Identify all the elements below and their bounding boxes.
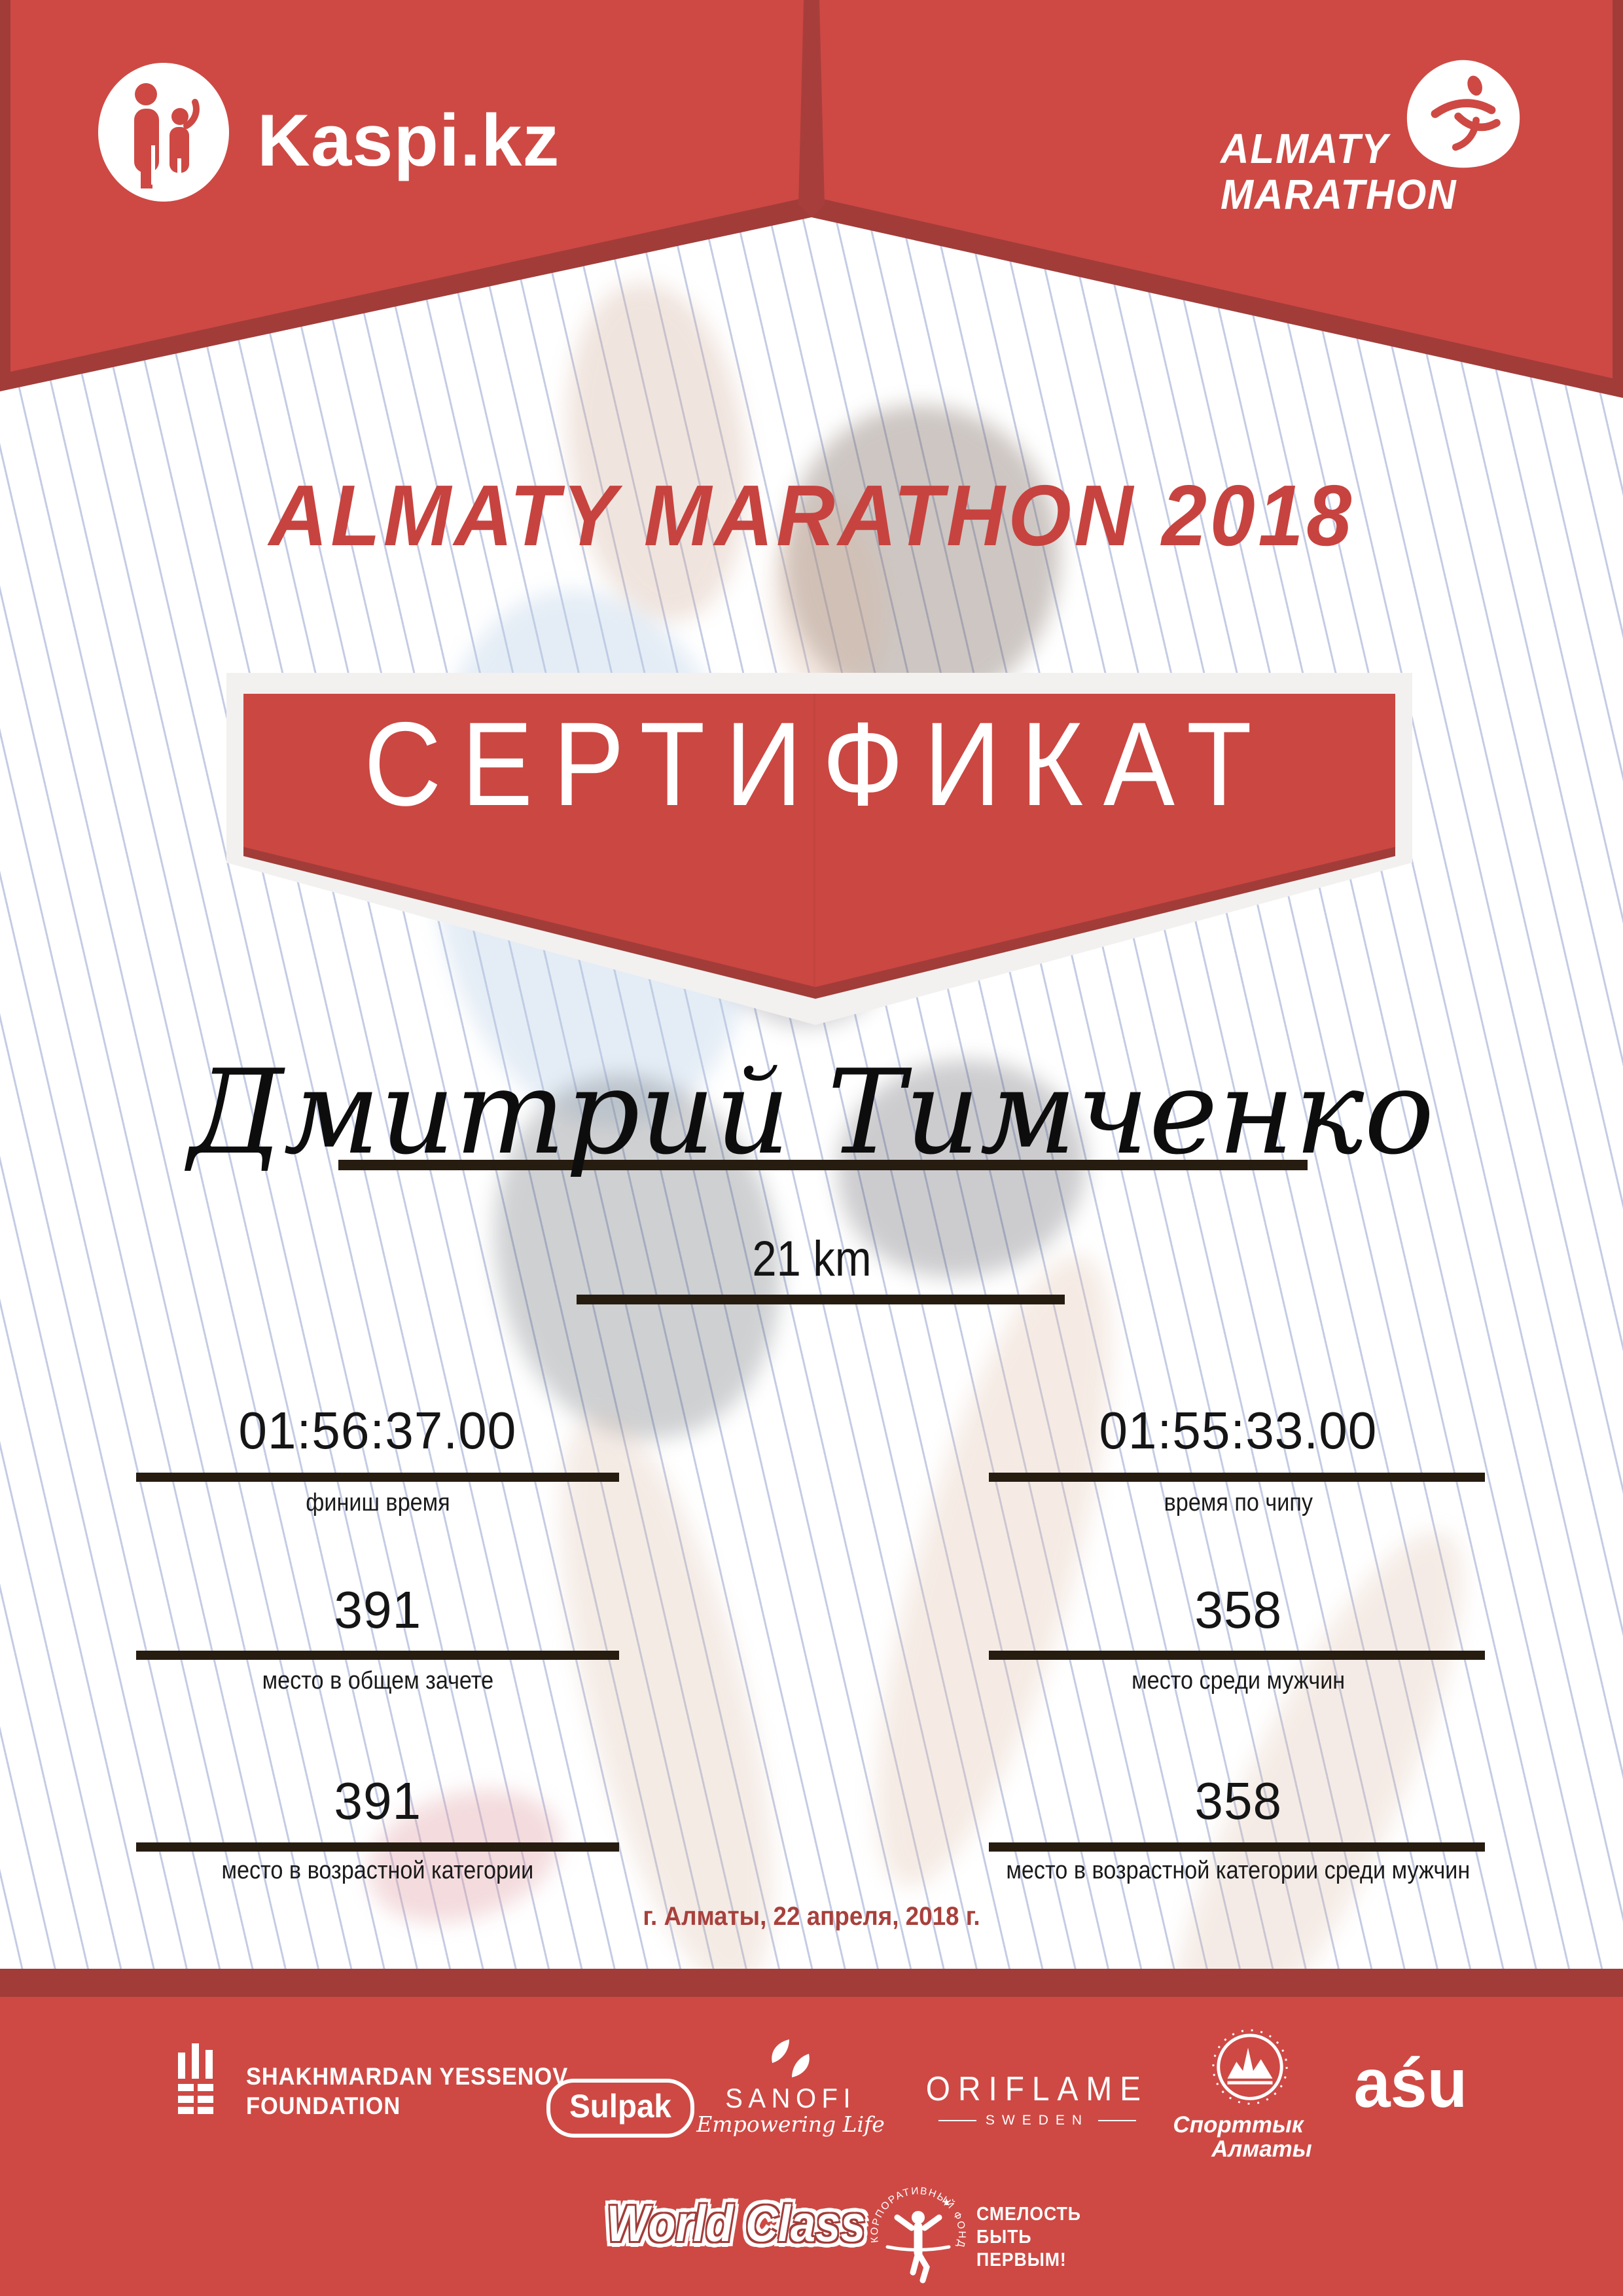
men-place-label: место среди мужчин bbox=[1131, 1667, 1346, 1695]
oriflame-left-rule bbox=[938, 2120, 976, 2121]
yessenov-foundation-wordmark: SHAKHMARDAN YESSENOV FOUNDATION bbox=[246, 2062, 592, 2121]
age-place-label: место в возрастной категории bbox=[221, 1857, 534, 1884]
overall-place-underline bbox=[136, 1651, 619, 1660]
oriflame-sweden-text: SWEDEN bbox=[985, 2113, 1090, 2128]
men-place-underline bbox=[989, 1651, 1485, 1660]
almaty-marathon-logo: ALMATY MARATHON bbox=[1221, 52, 1535, 223]
almaty-marathon-runner-icon bbox=[1399, 52, 1528, 177]
certificate-label: СЕРТИФИКАТ bbox=[364, 697, 1272, 831]
sanofi-tagline: Empowering Life bbox=[696, 2111, 885, 2137]
sport-almaty-wordmark: Спорттык Алматы bbox=[1171, 2113, 1329, 2161]
age-place-underline bbox=[136, 1842, 619, 1852]
yessenov-line2: FOUNDATION bbox=[246, 2092, 401, 2119]
header-center-fold bbox=[798, 0, 825, 217]
date-line: г. Алматы, 22 апреля, 2018 г. bbox=[643, 1902, 980, 1931]
oriflame-wordmark: ORIFLAME bbox=[925, 2070, 1149, 2108]
almaty-marathon-logo-line2: MARATHON bbox=[1221, 171, 1457, 218]
almaty-marathon-logo-line1: ALMATY bbox=[1221, 125, 1389, 172]
finish-time-value: 01:56:37.00 bbox=[238, 1401, 517, 1460]
distance-value: 21 km bbox=[751, 1231, 872, 1287]
age-men-place-underline bbox=[989, 1842, 1485, 1852]
men-place-value: 358 bbox=[1194, 1581, 1282, 1639]
kaspi-logo: Kaspi.kz bbox=[95, 60, 592, 204]
certificate-badge: СЕРТИФИКАТ bbox=[223, 666, 1414, 1046]
asu-logo: aśu bbox=[1353, 2045, 1467, 2122]
yessenov-foundation-icon bbox=[178, 2043, 213, 2117]
overall-place-label: место в общем зачете bbox=[262, 1667, 493, 1695]
badge-center-crease bbox=[813, 694, 815, 987]
sport-almaty-line2: Алматы bbox=[1211, 2136, 1312, 2162]
name-underline-bar bbox=[338, 1160, 1308, 1170]
chip-time-label: время по чипу bbox=[1164, 1489, 1313, 1516]
yessenov-line1: SHAKHMARDAN YESSENOV bbox=[246, 2063, 569, 2090]
fund-slogan: СМЕЛОСТЬ БЫТЬ ПЕРВЫМ! bbox=[976, 2203, 1147, 2272]
age-men-place-value: 358 bbox=[1194, 1772, 1282, 1830]
overall-place-value: 391 bbox=[334, 1581, 421, 1639]
recipient-name: Дмитрий Тимченко bbox=[188, 1045, 1435, 1180]
world-class-logo: World Class bbox=[606, 2195, 866, 2252]
event-title: ALMATY MARATHON 2018 bbox=[268, 467, 1355, 564]
distance-underline-bar bbox=[577, 1295, 1065, 1304]
sulpak-logo: Sulpak bbox=[546, 2079, 694, 2138]
fund-slogan-line3: ПЕРВЫМ! bbox=[976, 2250, 1067, 2270]
oriflame-right-rule bbox=[1098, 2120, 1137, 2121]
header-ribbon: Kaspi.kz ALMATY MARATHON bbox=[0, 0, 1623, 432]
age-place-value: 391 bbox=[334, 1772, 421, 1830]
chip-time-underline bbox=[989, 1473, 1485, 1482]
age-men-place-label: место в возрастной категории среди мужчи… bbox=[1006, 1857, 1471, 1884]
chip-time-value: 01:55:33.00 bbox=[1099, 1401, 1378, 1460]
finish-time-label: финиш время bbox=[305, 1489, 450, 1516]
fund-slogan-line2: БЫТЬ bbox=[976, 2227, 1032, 2248]
sanofi-wordmark: SANOFI bbox=[725, 2083, 856, 2113]
sanofi-bird-icon bbox=[770, 2038, 812, 2082]
fund-star-icon: ★ bbox=[942, 2197, 951, 2208]
fund-emblem-icon: КОРПОРАТИВНЫЙ ФОНД ★ bbox=[863, 2179, 974, 2294]
footer-divider-bar bbox=[0, 1969, 1623, 1997]
sport-almaty-emblem-icon bbox=[1208, 2026, 1292, 2116]
finish-time-underline bbox=[136, 1473, 619, 1482]
sport-almaty-line1: Спорттык bbox=[1173, 2112, 1304, 2138]
fund-slogan-line1: СМЕЛОСТЬ bbox=[976, 2204, 1081, 2225]
footer-background bbox=[0, 1997, 1623, 2296]
oriflame-sweden-line: SWEDEN bbox=[910, 2113, 1165, 2128]
kaspi-logo-text: Kaspi.kz bbox=[257, 99, 560, 181]
kaspi-family-icon bbox=[95, 63, 232, 207]
